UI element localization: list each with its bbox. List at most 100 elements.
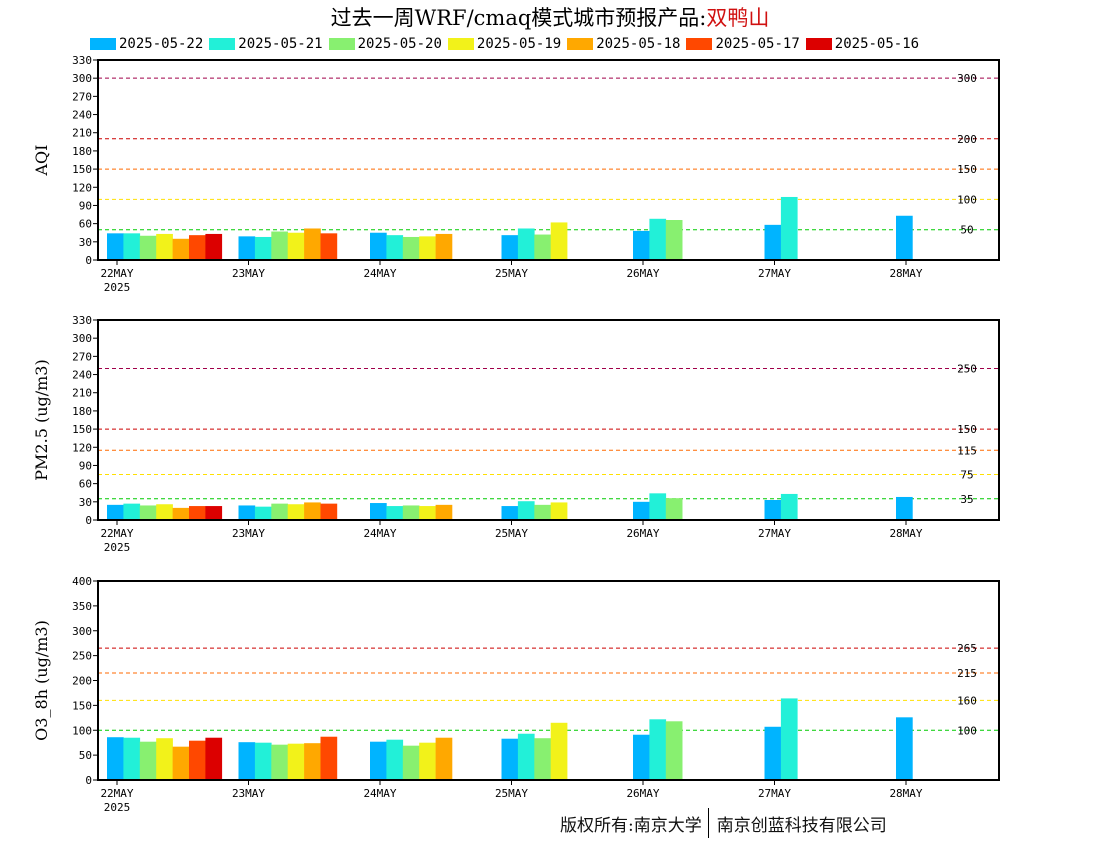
bar [271, 503, 288, 520]
bar [402, 505, 420, 520]
x-tick-label: 26MAY [626, 787, 659, 800]
bar [205, 506, 223, 520]
bar [271, 231, 288, 260]
bar [287, 743, 305, 780]
x-tick-label: 25MAY [495, 267, 528, 280]
bar [238, 742, 256, 780]
bar [172, 238, 190, 260]
chart-panel: 265 215 160 100 0 50 100 150 200 250 300 350 400 22MA… [32, 575, 1000, 814]
x-year-label: 2025 [104, 801, 131, 814]
bar [896, 215, 913, 260]
x-tick-label: 24MAY [363, 527, 396, 540]
legend-swatch [447, 38, 474, 50]
threshold-label: 115 [957, 444, 977, 457]
bar [386, 235, 404, 260]
bar [107, 504, 124, 520]
legend-label: 2025-05-19 [476, 36, 562, 52]
bar [780, 196, 798, 260]
legend-item: 2025-05-21 [209, 36, 323, 52]
legend-swatch [686, 38, 713, 50]
bar [435, 504, 453, 520]
y-tick-label: 30 [79, 496, 92, 509]
threshold-label: 100 [957, 724, 977, 737]
bar [139, 741, 157, 780]
x-tick-label: 28MAY [889, 787, 922, 800]
bar [320, 736, 338, 780]
x-tick-label: 22MAY [100, 267, 133, 280]
bar [649, 218, 667, 260]
x-tick-label: 28MAY [889, 267, 922, 280]
bar [156, 233, 173, 260]
threshold-label: 250 [957, 362, 977, 375]
y-tick-label: 90 [79, 459, 92, 472]
bar [764, 500, 782, 520]
bar [370, 741, 387, 780]
bar [649, 719, 667, 780]
threshold-label: 150 [957, 423, 977, 436]
bar [254, 506, 272, 520]
x-tick-label: 25MAY [495, 527, 528, 540]
y-tick-label: 350 [72, 600, 92, 613]
bar [665, 721, 683, 780]
y-tick-label: 0 [85, 514, 92, 527]
y-tick-label: 330 [72, 314, 92, 327]
title-prefix: 过去一周WRF/cmaq模式城市预报产品: [330, 6, 707, 30]
legend-label: 2025-05-18 [596, 36, 681, 52]
legend-label: 2025-05-22 [119, 36, 204, 52]
y-tick-label: 180 [72, 405, 92, 418]
x-tick-label: 25MAY [495, 787, 528, 800]
x-tick-label: 24MAY [363, 787, 396, 800]
threshold-label: 160 [957, 694, 977, 707]
x-tick-label: 27MAY [758, 787, 791, 800]
bar [419, 742, 436, 780]
bar [139, 505, 157, 520]
bar [550, 502, 568, 520]
bar [271, 744, 288, 780]
bar [633, 734, 650, 780]
y-tick-label: 90 [79, 199, 92, 212]
bar [107, 737, 124, 780]
bar [419, 506, 436, 520]
chart-panel: 300 200 150 100 50 0 30 60 90 120 150 180 210 240 270 3… [32, 54, 1000, 294]
bar [402, 236, 420, 260]
title-city: 双鸭山 [706, 6, 770, 30]
y-tick-label: 0 [85, 254, 92, 267]
bar [254, 742, 272, 780]
copyright-footer: 版权所有:南京大学 南京创蓝科技有限公司 [560, 808, 887, 838]
threshold-label: 215 [957, 667, 977, 680]
bar [189, 235, 206, 260]
bar [517, 501, 535, 520]
x-tick-label: 23MAY [232, 527, 265, 540]
bar [780, 698, 798, 780]
y-axis-label: AQI [32, 145, 51, 177]
plot-frame [97, 319, 1000, 521]
y-tick-label: 300 [72, 72, 92, 85]
y-tick-label: 240 [72, 109, 92, 122]
legend-swatch [90, 38, 116, 50]
bar [254, 236, 272, 260]
y-tick-label: 150 [72, 423, 92, 436]
threshold-label: 150 [957, 163, 977, 176]
threshold-label: 100 [957, 193, 977, 206]
y-tick-label: 300 [72, 332, 92, 345]
bar [172, 507, 190, 520]
y-axis-label: PM2.5 (ug/m3) [32, 359, 51, 480]
legend-item: 2025-05-22 [90, 36, 203, 52]
y-tick-label: 30 [79, 236, 92, 249]
bar [534, 738, 551, 780]
bar [665, 220, 683, 260]
bar [633, 230, 650, 260]
threshold-label: 265 [957, 642, 977, 655]
y-tick-label: 400 [72, 575, 92, 588]
bar [435, 233, 453, 260]
threshold-label: 200 [957, 133, 977, 146]
bar [435, 737, 453, 780]
y-tick-label: 100 [72, 724, 92, 737]
threshold-label: 300 [957, 72, 977, 85]
bar [534, 234, 551, 260]
x-tick-label: 27MAY [758, 527, 791, 540]
y-tick-label: 180 [72, 145, 92, 158]
y-tick-label: 150 [72, 699, 92, 712]
bar [172, 746, 190, 780]
y-tick-label: 270 [72, 90, 92, 103]
